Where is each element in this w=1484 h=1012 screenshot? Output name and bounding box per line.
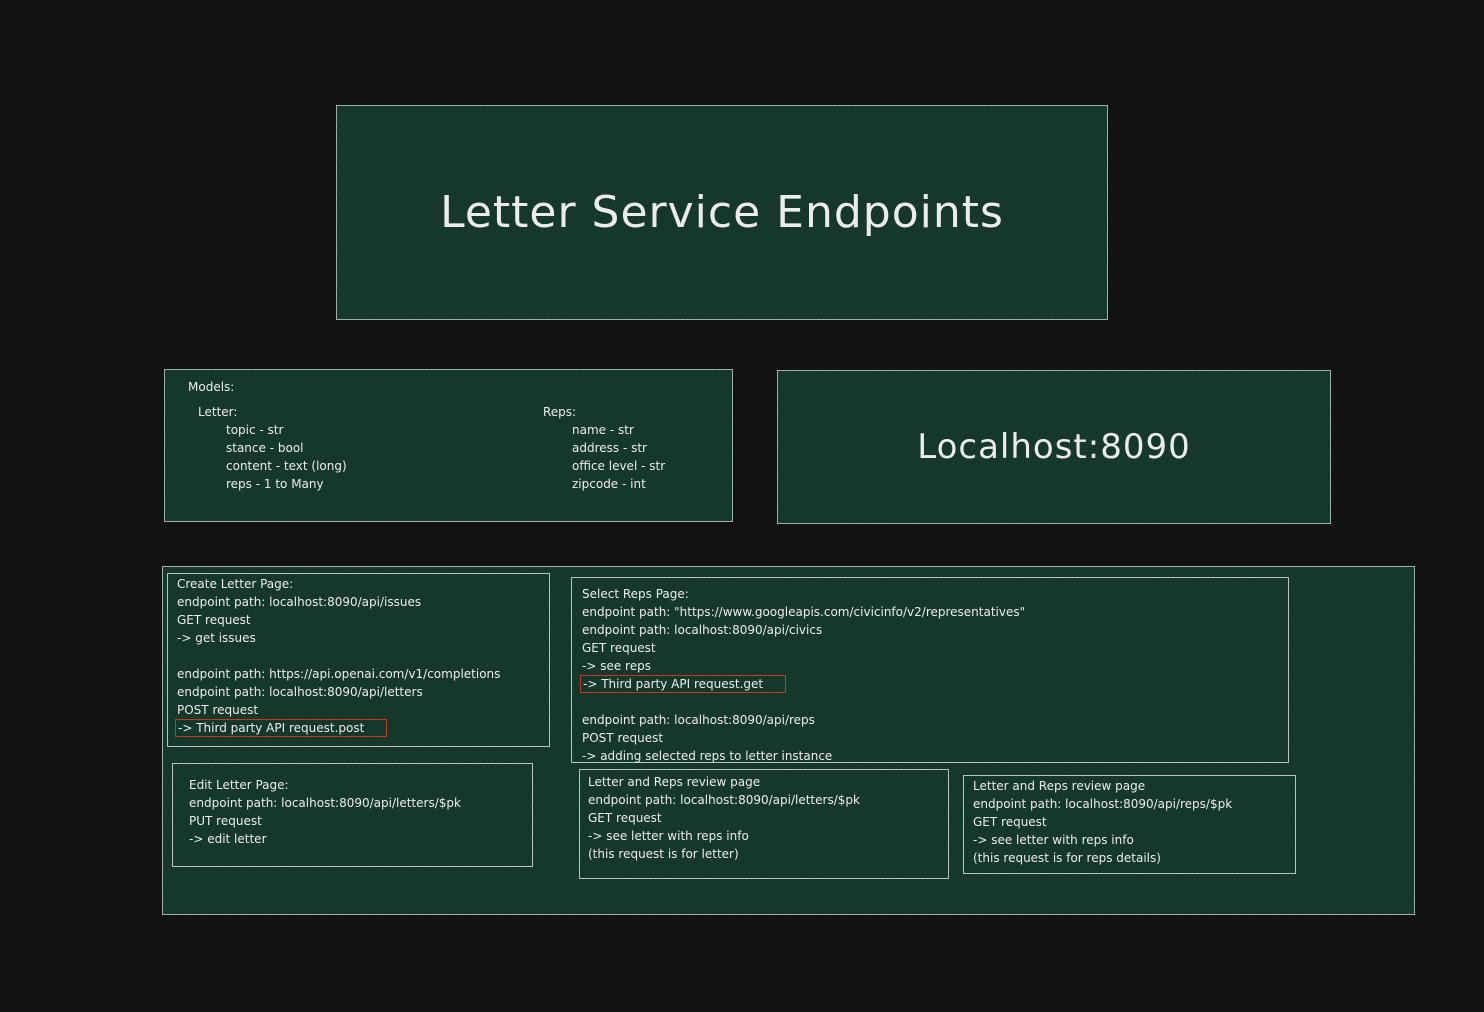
reps-review-text: Letter and Reps review page endpoint path… bbox=[973, 777, 1232, 867]
line: -> edit letter bbox=[189, 832, 267, 846]
create-letter-box: Create Letter Page: endpoint path: localh… bbox=[167, 573, 550, 747]
line: Create Letter Page: bbox=[177, 577, 294, 591]
reps-review-box: Letter and Reps review page endpoint path… bbox=[963, 775, 1296, 874]
title: Letter Service Endpoints bbox=[440, 187, 1004, 238]
line: endpoint path: https://api.openai.com/v1… bbox=[177, 667, 501, 681]
pages-box bbox=[162, 566, 1415, 915]
line: -> adding selected reps to letter instan… bbox=[582, 749, 833, 763]
line: POST request bbox=[582, 731, 664, 745]
field: address - str bbox=[572, 441, 647, 455]
section: Edit Letter Page: endpoint path: localhos… bbox=[189, 776, 461, 848]
line: GET request bbox=[588, 811, 662, 825]
select-reps-box: Select Reps Page: endpoint path: "https:/… bbox=[571, 577, 1289, 763]
line: Letter and Reps review page bbox=[973, 779, 1146, 793]
field: content - text (long) bbox=[226, 459, 347, 473]
section: Letter and Reps review page endpoint path… bbox=[973, 777, 1232, 867]
title-box: Letter Service Endpoints bbox=[336, 105, 1108, 320]
reps-fields: name - str address - str office level - st… bbox=[572, 421, 665, 493]
models-box: Models: Letter: topic - str stance - bool… bbox=[164, 369, 733, 522]
line: endpoint path: localhost:8090/api/reps bbox=[582, 713, 815, 727]
line: endpoint path: localhost:8090/api/issues bbox=[177, 595, 422, 609]
section: Select Reps Page: endpoint path: "https:/… bbox=[580, 585, 1026, 693]
line: endpoint path: localhost:8090/api/letter… bbox=[177, 685, 423, 699]
letter-review-box: Letter and Reps review page endpoint path… bbox=[579, 769, 949, 879]
line: -> Third party API request.post bbox=[175, 719, 500, 737]
highlighted-line: -> Third party API request.post bbox=[175, 719, 388, 737]
line: endpoint path: localhost:8090/api/letter… bbox=[189, 796, 461, 810]
line: PUT request bbox=[189, 814, 262, 828]
section: endpoint path: https://api.openai.com/v1… bbox=[175, 665, 501, 737]
line: Edit Letter Page: bbox=[189, 778, 289, 792]
select-reps-text: Select Reps Page: endpoint path: "https:/… bbox=[580, 585, 1026, 765]
line: GET request bbox=[177, 613, 251, 627]
field: zipcode - int bbox=[572, 477, 646, 491]
section: endpoint path: localhost:8090/api/reps PO… bbox=[582, 711, 1025, 765]
reps-heading: Reps: bbox=[543, 405, 577, 419]
line: endpoint path: localhost:8090/api/reps/$… bbox=[973, 797, 1233, 811]
line: POST request bbox=[177, 703, 259, 717]
letter-fields: topic - str stance - bool content - text (… bbox=[226, 421, 347, 493]
host: Localhost:8090 bbox=[917, 427, 1191, 467]
create-letter-text: Create Letter Page: endpoint path: localh… bbox=[175, 575, 501, 737]
line: endpoint path: localhost:8090/api/letter… bbox=[588, 793, 860, 807]
line: -> see letter with reps info bbox=[973, 833, 1134, 847]
models-heading: Models: bbox=[188, 380, 235, 394]
field: stance - bool bbox=[226, 441, 304, 455]
edit-letter-box: Edit Letter Page: endpoint path: localhos… bbox=[172, 763, 533, 867]
line: (this request is for letter) bbox=[588, 847, 739, 861]
line: -> get issues bbox=[177, 631, 256, 645]
field: office level - str bbox=[572, 459, 666, 473]
highlighted-line: -> Third party API request.get bbox=[580, 675, 787, 693]
line: -> Third party API request.get bbox=[580, 675, 1025, 693]
line: -> see reps bbox=[582, 659, 651, 673]
letter-heading: Letter: bbox=[198, 405, 238, 419]
line: Select Reps Page: bbox=[582, 587, 689, 601]
letter-review-text: Letter and Reps review page endpoint path… bbox=[588, 773, 860, 863]
section: Create Letter Page: endpoint path: localh… bbox=[177, 575, 500, 647]
line: endpoint path: localhost:8090/api/civics bbox=[582, 623, 823, 637]
line: (this request is for reps details) bbox=[973, 851, 1161, 865]
field: reps - 1 to Many bbox=[226, 477, 324, 491]
section: Letter and Reps review page endpoint path… bbox=[588, 773, 860, 863]
line: GET request bbox=[973, 815, 1047, 829]
host-box: Localhost:8090 bbox=[777, 370, 1331, 524]
line: Letter and Reps review page bbox=[588, 775, 761, 789]
line: -> see letter with reps info bbox=[588, 829, 749, 843]
line: endpoint path: "https://www.googleapis.c… bbox=[582, 605, 1026, 619]
field: name - str bbox=[572, 423, 634, 437]
line: GET request bbox=[582, 641, 656, 655]
edit-letter-text: Edit Letter Page: endpoint path: localhos… bbox=[189, 776, 461, 848]
field: topic - str bbox=[226, 423, 284, 437]
